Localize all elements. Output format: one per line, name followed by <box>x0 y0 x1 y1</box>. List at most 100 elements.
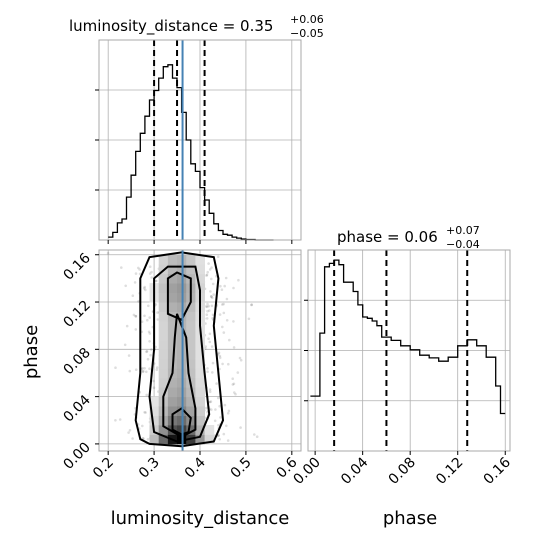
scatter-sample <box>208 332 212 336</box>
scatter-sample <box>150 276 153 279</box>
scatter-sample <box>208 268 212 271</box>
scatter-sample <box>145 393 148 397</box>
scatter-sample <box>208 390 212 394</box>
density-cell <box>186 254 196 265</box>
scatter-sample <box>219 416 222 419</box>
scatter-sample <box>206 270 209 274</box>
scatter-sample <box>216 255 220 258</box>
density-cell <box>204 434 215 445</box>
contour-level-1 <box>134 251 225 448</box>
scatter-sample <box>128 369 132 373</box>
density-cell <box>186 302 196 312</box>
scatter-sample <box>142 437 145 441</box>
scatter-sample <box>156 318 160 321</box>
density-cell <box>195 387 205 398</box>
scatter-sample <box>225 297 229 301</box>
scatter-sample <box>149 353 152 357</box>
scatter-sample <box>125 324 129 328</box>
density-cell <box>149 396 160 407</box>
density-cell <box>158 273 169 284</box>
density-cell <box>195 349 205 360</box>
scatter-sample <box>221 325 224 329</box>
density-cell <box>186 349 196 360</box>
scatter-sample <box>143 367 146 370</box>
scatter-sample <box>238 356 242 360</box>
scatter-sample <box>217 423 220 427</box>
lum-title: luminosity_distance = 0.35 <box>69 17 273 36</box>
scatter-sample <box>131 294 135 298</box>
density-cell <box>158 349 169 360</box>
scatter-sample <box>204 345 207 348</box>
scatter-sample <box>210 345 214 348</box>
scatter-sample <box>141 437 145 440</box>
x-tick-label-lum: 0.2 <box>90 455 117 482</box>
scatter-sample <box>250 303 253 307</box>
density-cell <box>158 283 169 293</box>
density-cell <box>158 377 169 388</box>
y-tick-label-phase: 0.08 <box>60 345 93 378</box>
scatter-sample <box>218 438 221 441</box>
density-cell <box>167 283 178 293</box>
scatter-sample <box>222 311 226 315</box>
y-tick-label-phase: 0.04 <box>60 392 93 425</box>
scatter-sample <box>208 340 212 344</box>
density-cell <box>195 358 205 369</box>
scatter-sample <box>206 367 209 370</box>
scatter-sample <box>131 437 134 440</box>
lum-hist-step-line <box>108 64 274 241</box>
scatter-sample <box>137 300 140 303</box>
density-cell <box>167 302 178 312</box>
scatter-sample <box>207 337 210 341</box>
x-tick-label-lum: 0.4 <box>182 454 209 481</box>
scatter-sample <box>225 319 229 322</box>
density-cell <box>186 396 196 407</box>
density-cell <box>158 425 169 435</box>
scatter-sample <box>152 386 156 390</box>
scatter-sample <box>232 286 235 290</box>
contour-level-3 <box>162 313 197 438</box>
scatter-sample <box>217 352 220 356</box>
density-cell <box>167 406 178 416</box>
scatter-sample <box>205 305 209 309</box>
density-cell <box>195 339 205 350</box>
scatter-sample <box>152 379 155 383</box>
density-cell <box>149 434 160 445</box>
scatter-sample <box>148 367 151 371</box>
scatter-sample <box>134 368 138 372</box>
scatter-sample <box>145 370 148 374</box>
scatter-sample <box>137 266 140 270</box>
scatter-sample <box>142 287 146 290</box>
density-cell <box>186 330 196 341</box>
scatter-sample <box>140 320 144 324</box>
scatter-sample <box>141 366 144 370</box>
scatter-sample <box>222 432 226 436</box>
scatter-sample <box>224 276 228 280</box>
scatter-sample <box>210 295 213 299</box>
density-cell <box>195 396 205 407</box>
lum-title-sub: −0.05 <box>290 27 324 40</box>
scatter-sample <box>231 383 235 386</box>
scatter-sample <box>148 272 152 275</box>
scatter-sample <box>133 281 137 284</box>
density-cell <box>186 406 196 416</box>
scatter-sample <box>206 302 209 306</box>
scatter-sample <box>128 429 132 432</box>
scatter-sample <box>132 313 136 317</box>
scatter-sample <box>148 265 152 269</box>
scatter-sample <box>127 354 131 357</box>
scatter-sample <box>143 411 146 414</box>
density-cell <box>158 254 169 265</box>
scatter-sample <box>226 439 230 442</box>
density-cell <box>158 330 169 341</box>
scatter-sample <box>138 268 141 271</box>
scatter-sample <box>221 362 224 366</box>
scatter-sample <box>239 358 243 362</box>
density-cell <box>195 434 205 445</box>
y-axis-label-phase: phase <box>21 325 42 379</box>
density-cell <box>167 349 178 360</box>
density-cell <box>158 358 169 369</box>
density-cell <box>167 254 178 265</box>
density-cell <box>158 387 169 398</box>
scatter-sample <box>146 318 149 322</box>
density-cell <box>158 292 169 303</box>
